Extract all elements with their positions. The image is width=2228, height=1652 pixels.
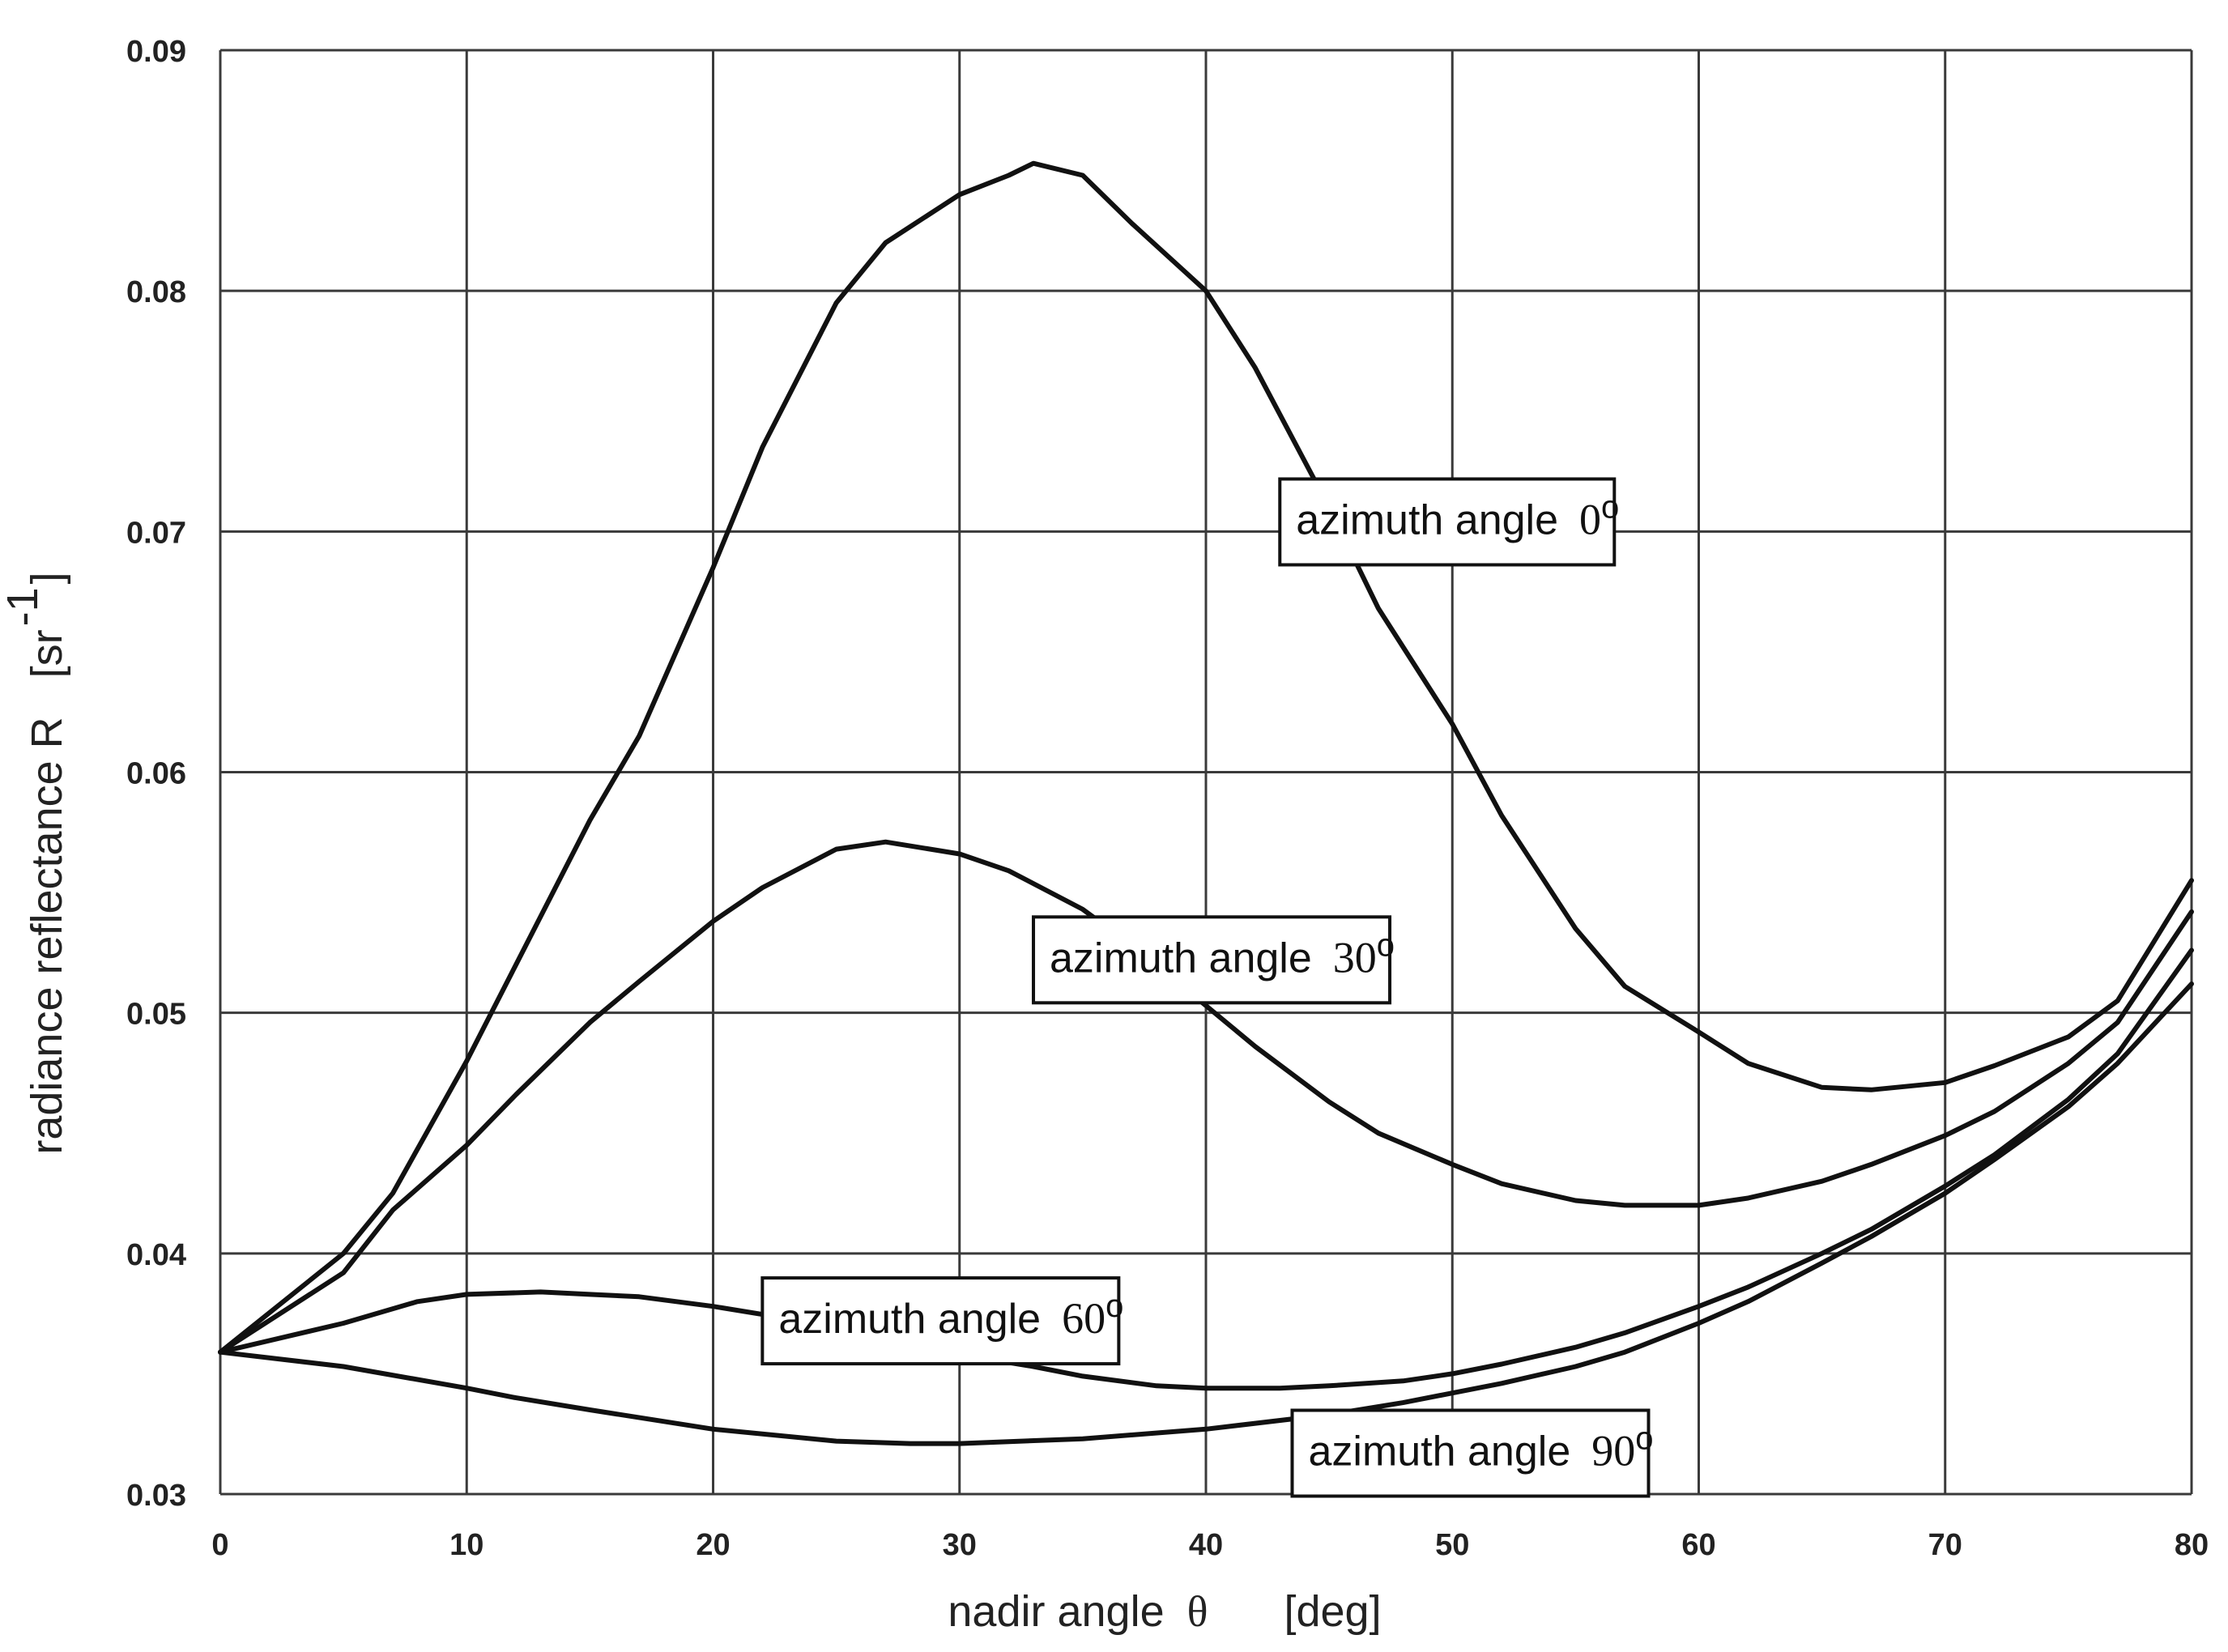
- x-tick-label: 20: [696, 1528, 730, 1562]
- x-tick-label: 60: [1681, 1528, 1715, 1562]
- y-axis-title-unit-close: ]: [23, 572, 71, 584]
- label-degree: o: [1105, 1288, 1123, 1324]
- tick-labels: 0 10 20 30 40 50 60 70 80 0.03 0.04 0.05 0.06 0.07 0.0…: [126, 35, 2209, 1562]
- x-axis-title-unit: [deg]: [1284, 1587, 1381, 1636]
- series-label-azimuth-0: azimuth angle 0o: [1278, 477, 1619, 567]
- series-line-azimuth-60: [218, 947, 2194, 1391]
- y-tick-label: 0.05: [126, 998, 186, 1032]
- x-tick-label: 10: [449, 1528, 484, 1562]
- y-tick-label: 0.09: [126, 35, 186, 69]
- label-text: azimuth angle 30o: [1050, 927, 1395, 981]
- x-tick-label: 30: [943, 1528, 977, 1562]
- x-axis-title-symbol: θ: [1187, 1587, 1208, 1636]
- y-tick-label: 0.06: [126, 757, 186, 791]
- label-value: 0: [1579, 495, 1601, 543]
- label-value: 60: [1062, 1294, 1105, 1343]
- y-axis-title-main: radiance reflectance R: [23, 717, 71, 1154]
- grid: [219, 49, 2193, 1496]
- x-axis-title: nadir angle θ [deg]: [948, 1587, 1381, 1636]
- y-axis-title: radiance reflectance R [sr -1 ]: [0, 572, 71, 1154]
- label-prefix: azimuth angle: [778, 1296, 1041, 1343]
- label-value: 90: [1591, 1427, 1635, 1475]
- label-prefix: azimuth angle: [1296, 496, 1558, 543]
- y-tick-label: 0.04: [126, 1238, 186, 1272]
- label-degree: o: [1601, 489, 1619, 525]
- x-tick-label: 70: [1928, 1528, 1962, 1562]
- x-axis-title-main: nadir angle: [948, 1587, 1164, 1636]
- label-box: [1290, 1408, 1651, 1498]
- label-degree: o: [1377, 927, 1395, 963]
- y-tick-label: 0.03: [126, 1479, 186, 1513]
- label-box: [1032, 915, 1392, 1005]
- series-label-azimuth-30: azimuth angle 30o: [1032, 915, 1395, 1005]
- label-degree: o: [1635, 1421, 1653, 1457]
- label-value: 30: [1333, 933, 1377, 981]
- series-label-azimuth-90: azimuth angle 90o: [1290, 1408, 1654, 1498]
- x-tick-label: 40: [1189, 1528, 1223, 1562]
- series-lines: [218, 160, 2194, 1446]
- series-line-azimuth-90: [218, 981, 2194, 1446]
- label-text: azimuth angle 60o: [778, 1288, 1123, 1343]
- y-tick-label: 0.07: [126, 516, 186, 550]
- label-text: azimuth angle 90o: [1308, 1421, 1653, 1475]
- series-line-azimuth-0: [218, 160, 2194, 1355]
- series-label-azimuth-60: azimuth angle 60o: [760, 1276, 1123, 1366]
- x-tick-label: 0: [211, 1528, 228, 1562]
- label-box: [760, 1276, 1121, 1366]
- y-tick-label: 0.08: [126, 275, 186, 309]
- x-tick-label: 50: [1435, 1528, 1469, 1562]
- y-axis-title-unit-exp: -1: [0, 587, 47, 626]
- label-box: [1278, 477, 1617, 567]
- label-prefix: azimuth angle: [1308, 1428, 1570, 1475]
- x-tick-label: 80: [2175, 1528, 2209, 1562]
- y-axis-title-unit-open: [sr: [23, 629, 71, 678]
- label-text: azimuth angle 0o: [1296, 489, 1619, 543]
- label-prefix: azimuth angle: [1050, 935, 1312, 981]
- series-line-azimuth-30: [218, 839, 2194, 1355]
